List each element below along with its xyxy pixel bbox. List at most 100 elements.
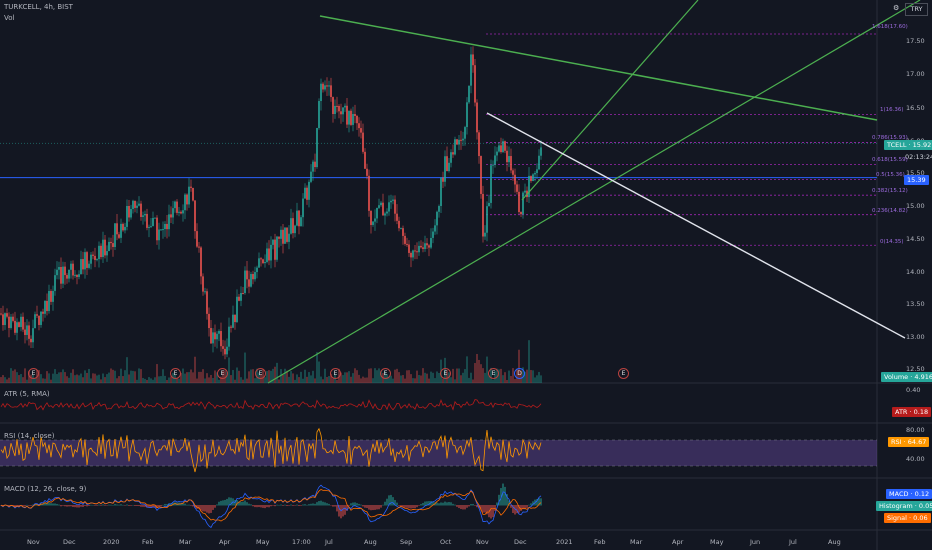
macd-histogram-bar xyxy=(436,502,438,506)
candle-body xyxy=(414,250,416,252)
candle-body xyxy=(168,214,170,230)
macd-histogram-bar xyxy=(50,503,52,506)
candle-body xyxy=(226,346,228,355)
candle-body xyxy=(334,105,336,115)
macd-histogram-bar xyxy=(254,505,256,508)
volume-bar xyxy=(14,369,16,383)
macd-histogram-bar xyxy=(514,505,516,515)
time-tick: Sep xyxy=(400,538,413,546)
candle-body xyxy=(98,245,100,260)
earnings-badge[interactable]: E xyxy=(488,368,499,379)
candle-body xyxy=(162,229,164,231)
candle-body xyxy=(108,241,110,252)
earnings-badge[interactable]: E xyxy=(217,368,228,379)
volume-bar xyxy=(354,368,356,383)
macd-histogram-bar xyxy=(288,505,290,506)
candle-body xyxy=(30,338,32,343)
candle-body xyxy=(398,220,400,229)
candle-body xyxy=(298,210,300,227)
gear-icon[interactable]: ⚙ xyxy=(893,5,900,12)
macd-histogram-bar xyxy=(340,505,342,519)
candle-body xyxy=(466,102,468,128)
earnings-badge[interactable]: E xyxy=(380,368,391,379)
candle-body xyxy=(118,234,120,238)
earnings-badge[interactable]: E xyxy=(170,368,181,379)
candle-body xyxy=(504,141,506,151)
macd-histogram-bar xyxy=(336,505,338,512)
macd-histogram-bar xyxy=(132,504,134,506)
volume-bar xyxy=(368,368,370,383)
volume-bar xyxy=(162,369,164,383)
time-tick: Mar xyxy=(179,538,192,546)
earnings-badge[interactable]: E xyxy=(28,368,39,379)
candle-body xyxy=(248,279,250,287)
time-tick: Dec xyxy=(514,538,527,546)
macd-histogram-bar xyxy=(220,500,222,506)
macd-histogram-bar xyxy=(350,503,352,506)
earnings-badge[interactable]: E xyxy=(255,368,266,379)
macd-histogram-bar xyxy=(498,494,500,506)
atr-tag: ATR · 0.18 xyxy=(892,407,932,417)
volume-bar xyxy=(40,374,42,383)
candle-body xyxy=(404,235,406,244)
macd-histogram-bar xyxy=(362,505,364,507)
candle-body xyxy=(124,226,126,231)
volume-bar xyxy=(218,379,220,383)
macd-histogram-bar xyxy=(274,505,276,507)
volume-bar xyxy=(420,375,422,383)
candle-body xyxy=(324,85,326,90)
volume-bar xyxy=(114,370,116,383)
macd-histogram-bar xyxy=(282,505,284,506)
candle-body xyxy=(354,114,356,116)
macd-histogram-bar xyxy=(444,501,446,506)
volume-bar xyxy=(164,375,166,383)
candle-body xyxy=(234,314,236,323)
macd-histogram-bar xyxy=(250,504,252,506)
volume-bar xyxy=(314,378,316,383)
macd-histogram-bar xyxy=(320,500,322,506)
macd-histogram-bar xyxy=(398,505,400,506)
volume-bar xyxy=(52,373,54,383)
macd-histogram-bar xyxy=(328,503,330,506)
volume-bar xyxy=(322,379,324,383)
macd-signal-line xyxy=(0,489,542,522)
dividend-badge[interactable]: D xyxy=(514,368,525,379)
volume-bar xyxy=(184,373,186,383)
macd-histogram-bar xyxy=(316,502,318,506)
candle-body xyxy=(176,201,178,213)
candle-body xyxy=(528,175,530,198)
candle-body xyxy=(34,314,36,329)
macd-histogram-bar xyxy=(114,503,116,506)
candle-body xyxy=(190,186,192,188)
candle-body xyxy=(306,187,308,200)
macd-histogram-bar xyxy=(142,505,144,507)
earnings-badge[interactable]: E xyxy=(618,368,629,379)
earnings-badge[interactable]: E xyxy=(440,368,451,379)
volume-bar xyxy=(358,374,360,383)
candle-body xyxy=(68,269,70,279)
candle-body xyxy=(88,263,90,268)
candle-body xyxy=(432,231,434,238)
volume-bar xyxy=(200,371,202,383)
earnings-badge[interactable]: E xyxy=(330,368,341,379)
candle-body xyxy=(410,252,412,258)
candle-body xyxy=(94,255,96,260)
volume-bar xyxy=(72,369,74,383)
candle-body xyxy=(220,331,222,347)
bar-countdown: 02:13:24 xyxy=(902,152,932,162)
volume-bar xyxy=(428,378,430,383)
macd-histogram-bar xyxy=(78,505,80,508)
currency-button[interactable]: TRY xyxy=(905,3,928,16)
macd-histogram-bar xyxy=(242,501,244,506)
macd-histogram-bar xyxy=(458,505,460,509)
candle-body xyxy=(476,102,478,133)
macd-histogram-bar xyxy=(138,505,140,507)
candle-body xyxy=(102,239,104,258)
macd-histogram-bar xyxy=(422,502,424,506)
macd-histogram-bar xyxy=(486,505,488,515)
macd-histogram-bar xyxy=(356,503,358,506)
volume-bar xyxy=(342,375,344,383)
volume-bar xyxy=(510,375,512,383)
volume-bar xyxy=(318,361,320,383)
